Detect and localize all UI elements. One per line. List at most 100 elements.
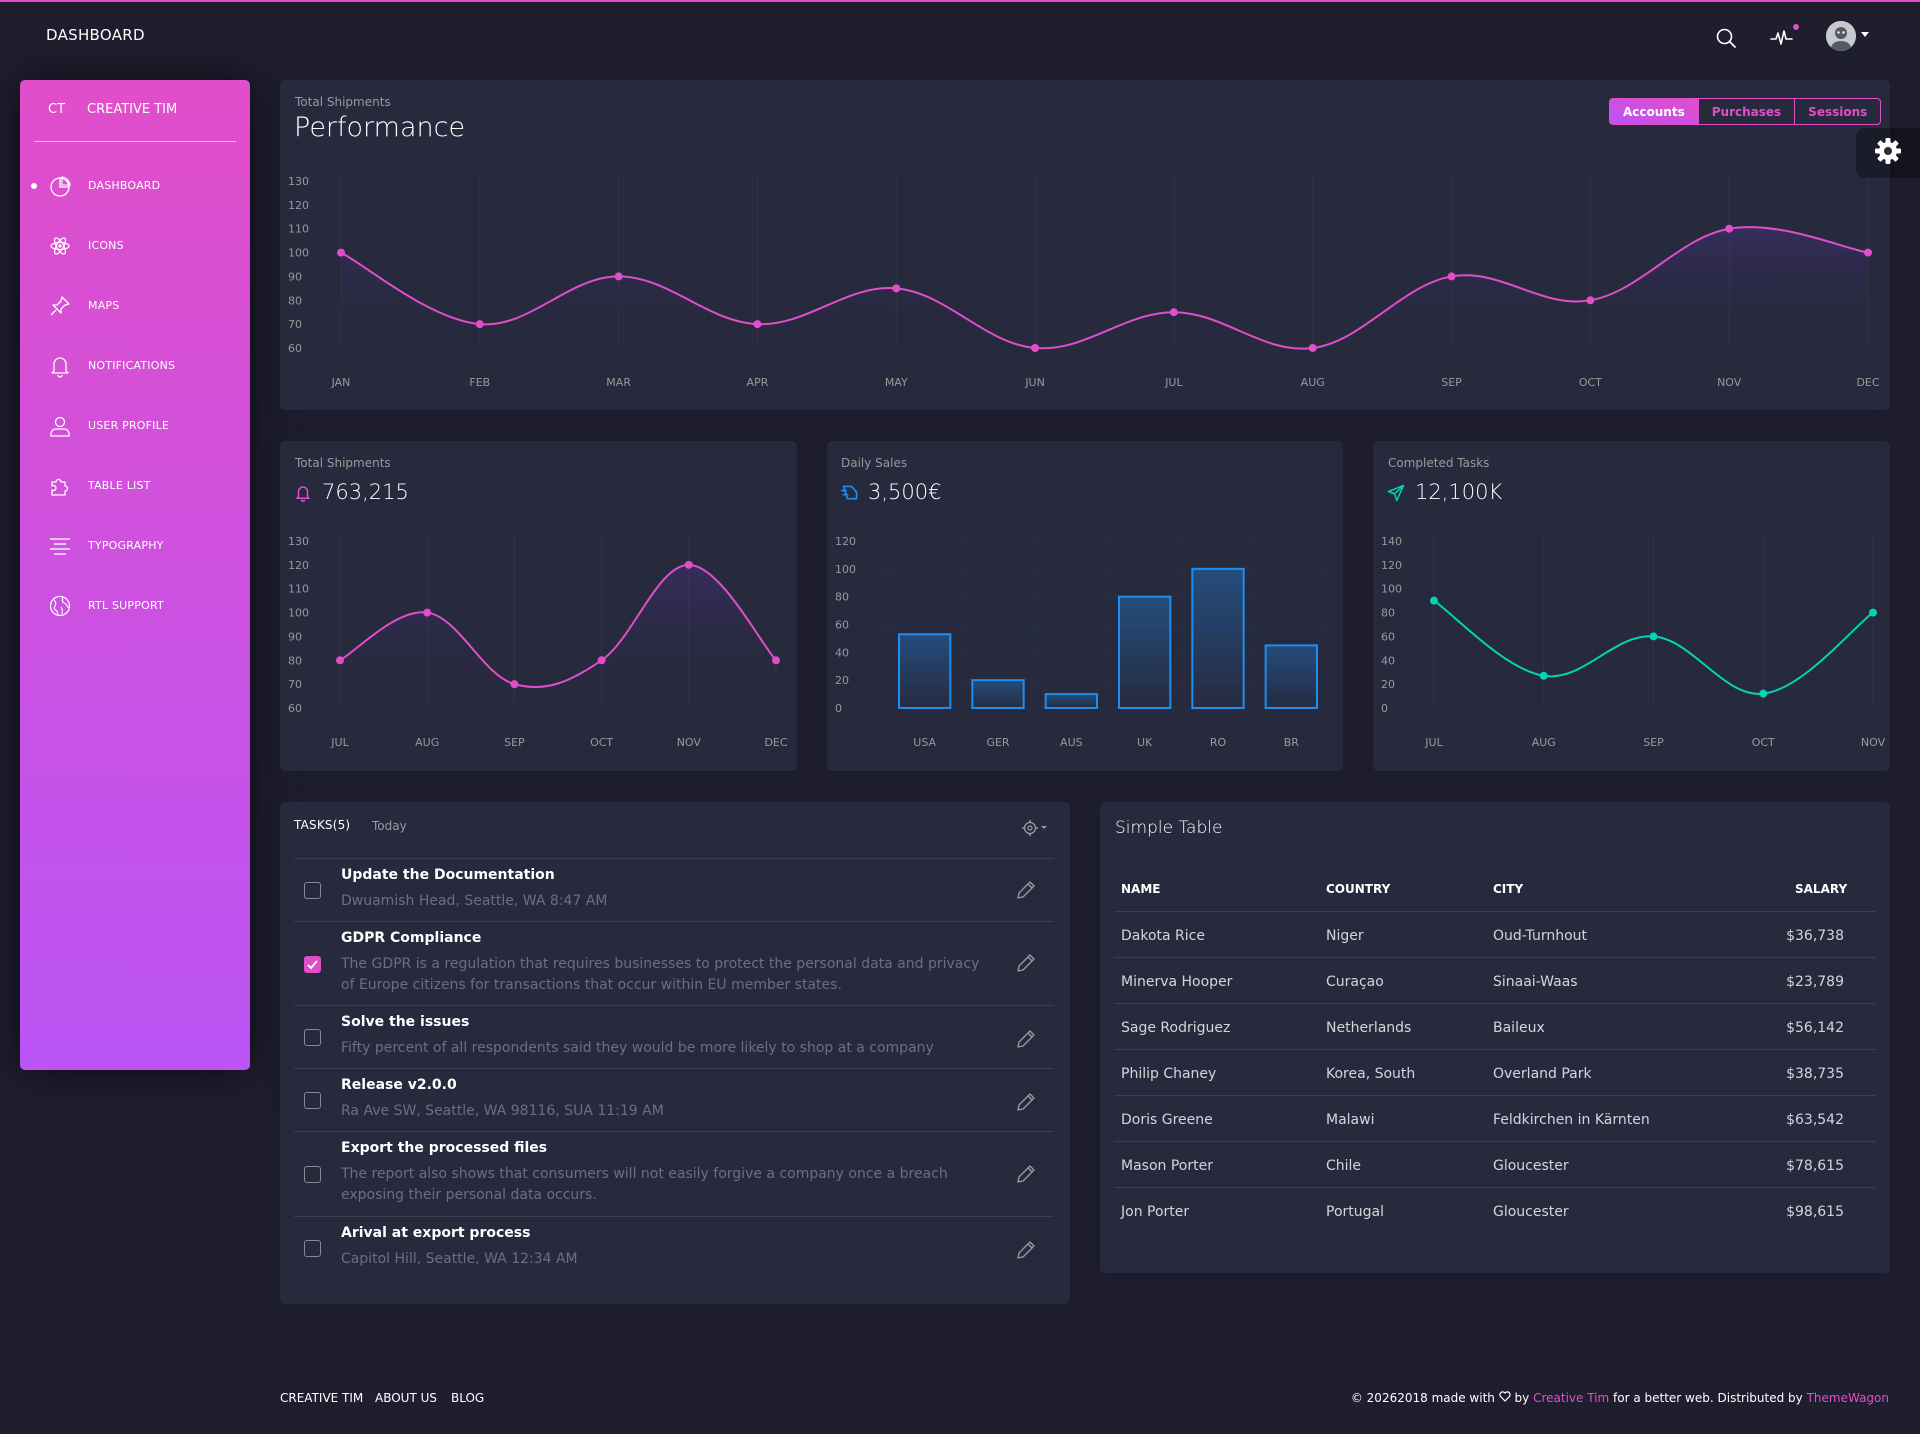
y-tick-label: 0 — [835, 702, 842, 715]
x-tick-label: SEP — [504, 736, 525, 749]
accounts-button[interactable]: Accounts — [1609, 98, 1699, 125]
navbar-brand[interactable]: DASHBOARD — [46, 26, 145, 44]
salary-cell: $78,615 — [1786, 1158, 1844, 1174]
task-checkbox[interactable] — [304, 1029, 321, 1046]
x-tick-label: APR — [747, 376, 769, 389]
task-checkbox[interactable] — [304, 1166, 321, 1183]
y-tick-label: 100 — [288, 247, 309, 260]
y-tick-label: 90 — [288, 270, 302, 283]
search-icon[interactable] — [1710, 22, 1742, 54]
y-tick-label: 110 — [288, 223, 309, 236]
user-icon — [48, 414, 72, 438]
sidebar-logo[interactable]: CT CREATIVE TIM — [34, 80, 236, 142]
x-tick-label: MAR — [606, 376, 631, 389]
sidebar-item-dashboard[interactable]: DASHBOARD — [20, 164, 250, 208]
logo-text[interactable]: CREATIVE TIM — [87, 102, 178, 117]
daily-sales-card — [827, 441, 1343, 771]
delivery-fast-icon — [840, 484, 860, 506]
sidebar-item-rtl-support[interactable]: RTL SUPPORT — [20, 584, 250, 628]
footer-link-creative-tim[interactable]: CREATIVE TIM — [280, 1391, 364, 1405]
name-cell: Philip Chaney — [1121, 1066, 1217, 1082]
settings-dropdown[interactable] — [1020, 818, 1050, 838]
y-tick-label: 20 — [1381, 678, 1395, 691]
country-cell: Niger — [1326, 928, 1364, 944]
sidebar-item-label: MAPS — [88, 299, 120, 312]
task-description: The report also shows that consumers wil… — [341, 1166, 948, 1203]
point-mar — [614, 272, 623, 281]
atom-icon — [48, 234, 72, 258]
card-title: Performance — [294, 112, 466, 143]
pencil-icon[interactable] — [1015, 1239, 1037, 1261]
sidebar-item-table-list[interactable]: TABLE LIST — [20, 464, 250, 508]
bar-ro — [1191, 567, 1245, 710]
settings-plugin[interactable] — [1856, 128, 1920, 178]
sidebar-item-notifications[interactable]: NOTIFICATIONS — [20, 344, 250, 388]
completed-tasks-card — [1373, 441, 1890, 771]
salary-cell: $56,142 — [1786, 1020, 1844, 1036]
city-cell: Overland Park — [1493, 1066, 1592, 1082]
top-accent-line — [0, 0, 1920, 2]
table-header-salary: SALARY — [1795, 882, 1848, 896]
pencil-icon[interactable] — [1015, 1163, 1037, 1185]
task-checkbox[interactable] — [304, 956, 321, 973]
x-tick-label: DEC — [764, 736, 787, 749]
avatar[interactable] — [1826, 21, 1856, 51]
purchases-button[interactable]: Purchases — [1697, 98, 1796, 125]
heart-icon — [1499, 1391, 1511, 1405]
y-tick-label: 60 — [288, 342, 302, 355]
sound-wave-icon[interactable] — [1766, 22, 1799, 54]
card-value: 3,500€ — [868, 480, 942, 504]
tasks-card — [280, 802, 1070, 1304]
footer-link-about-us[interactable]: ABOUT US — [375, 1391, 438, 1405]
salary-cell: $98,615 — [1786, 1204, 1844, 1220]
task-title: GDPR Compliance — [341, 930, 482, 946]
y-tick-label: 70 — [288, 318, 302, 331]
sidebar-item-user-profile[interactable]: USER PROFILE — [20, 404, 250, 448]
country-cell: Korea, South — [1326, 1066, 1416, 1082]
gear-icon[interactable] — [1873, 136, 1903, 170]
task-checkbox[interactable] — [304, 1092, 321, 1109]
card-category: Total Shipments — [295, 456, 391, 470]
performance-chart: 60 70 80 90 100 110 120 130 JAN FEB MAR APR MAY JUN JU… — [288, 173, 1880, 389]
task-checkbox[interactable] — [304, 1240, 321, 1257]
y-tick-label: 0 — [1381, 702, 1388, 715]
city-cell: Sinaai-Waas — [1493, 974, 1578, 990]
point-aug — [1539, 671, 1548, 680]
chart-toggle-group: Accounts Purchases Sessions — [1609, 98, 1882, 125]
y-tick-label: 120 — [288, 199, 309, 212]
y-tick-label: 120 — [288, 559, 309, 572]
pencil-icon[interactable] — [1015, 1091, 1037, 1113]
pencil-icon[interactable] — [1015, 879, 1037, 901]
point-sep — [1649, 632, 1658, 641]
creative-tim-link[interactable]: Creative Tim — [1533, 1391, 1610, 1405]
gear-icon[interactable] — [1020, 820, 1050, 842]
task-row: GDPR Compliance The GDPR is a regulation… — [294, 921, 1054, 1005]
logo-mini[interactable]: CT — [48, 102, 66, 117]
country-cell: Malawi — [1326, 1112, 1375, 1128]
table-header-name: NAME — [1121, 882, 1161, 896]
country-cell: Chile — [1326, 1158, 1362, 1174]
sidebar-item-typography[interactable]: TYPOGRAPHY — [20, 524, 250, 568]
name-cell: Dakota Rice — [1121, 928, 1205, 944]
point-apr — [753, 320, 762, 329]
pencil-icon[interactable] — [1015, 952, 1037, 974]
x-tick-label: OCT — [1752, 736, 1775, 749]
chevron-down-icon[interactable] — [1861, 32, 1869, 37]
series-line — [339, 563, 777, 689]
themewagon-link[interactable]: ThemeWagon — [1806, 1391, 1889, 1405]
sidebar-item-label: NOTIFICATIONS — [88, 359, 176, 372]
footer-link-blog[interactable]: BLOG — [451, 1391, 485, 1405]
pencil-icon[interactable] — [1015, 1028, 1037, 1050]
x-tick-label: FEB — [469, 376, 490, 389]
task-checkbox[interactable] — [304, 882, 321, 899]
point-nov — [684, 560, 693, 569]
sessions-button[interactable]: Sessions — [1794, 98, 1882, 125]
y-tick-label: 100 — [835, 563, 856, 576]
bar-usa — [898, 633, 952, 709]
city-cell: Gloucester — [1493, 1204, 1569, 1220]
x-tick-label: OCT — [590, 736, 613, 749]
notification-dot — [1793, 24, 1799, 30]
sidebar-item-icons[interactable]: ICONS — [20, 224, 250, 268]
x-tick-label: AUG — [415, 736, 439, 749]
sidebar-item-maps[interactable]: MAPS — [20, 284, 250, 328]
